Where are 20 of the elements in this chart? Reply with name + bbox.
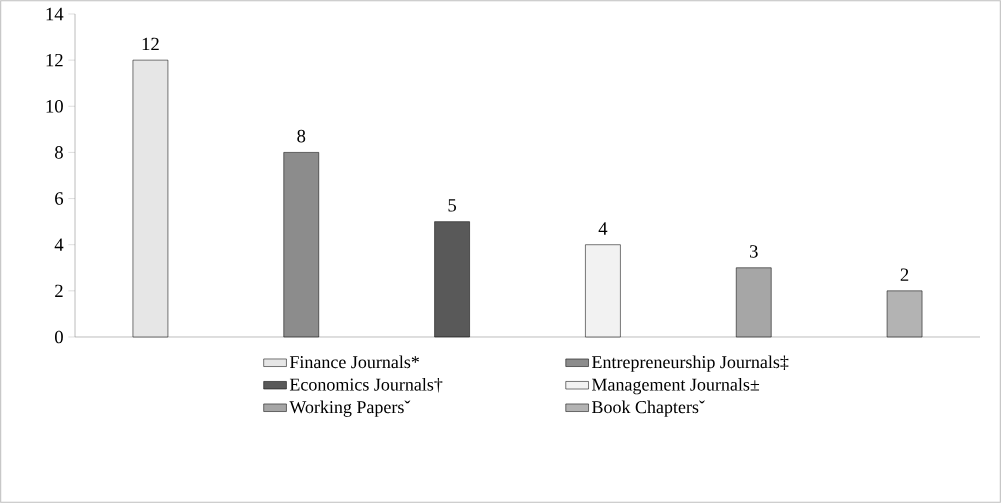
y-tick-label: 10 <box>46 99 63 113</box>
y-tick-label: 14 <box>46 7 64 21</box>
data-label: 8 <box>297 129 306 143</box>
y-tick-label: 4 <box>54 238 64 251</box>
y-tick-label: 8 <box>55 146 63 159</box>
data-label: 4 <box>598 222 608 235</box>
y-tick-label: 12 <box>46 53 63 67</box>
legend-label: Management Journals± <box>591 378 760 395</box>
legend-label: Economics Journals† <box>289 378 443 393</box>
data-label: 2 <box>900 268 909 281</box>
y-tick-label: 2 <box>55 284 63 298</box>
y-tick-label: 0 <box>55 330 63 344</box>
data-label: 12 <box>142 37 159 51</box>
data-label: 5 <box>448 199 457 212</box>
legend-label: Entrepreneurship Journals‡ <box>591 355 789 372</box>
y-tick-label: 6 <box>55 192 64 205</box>
legend-label: Working Papersˇ <box>289 400 411 417</box>
legend-label: Finance Journals* <box>289 355 419 369</box>
data-label: 3 <box>749 245 758 258</box>
legend-label: Book Chaptersˇ <box>591 400 705 417</box>
